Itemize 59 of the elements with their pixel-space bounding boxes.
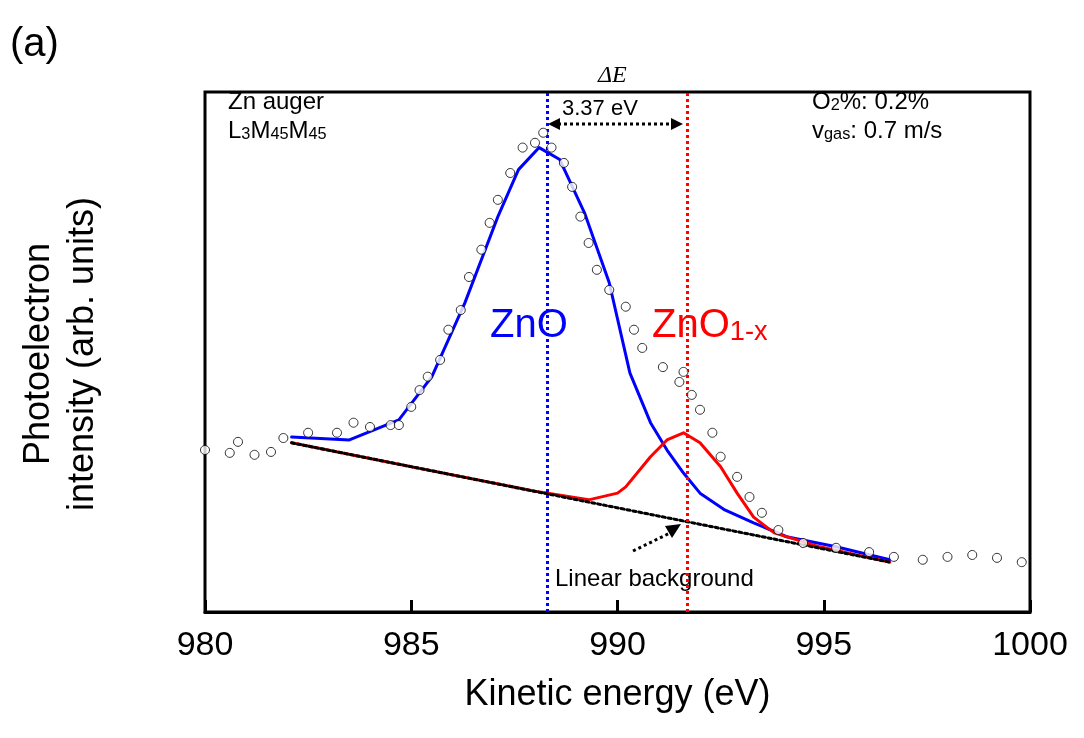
point [266, 446, 276, 457]
point [476, 244, 487, 255]
point [505, 168, 516, 178]
point [917, 554, 928, 565]
point [864, 547, 875, 558]
x-tick-label: 980 [176, 624, 234, 662]
point [538, 127, 549, 138]
point [558, 157, 569, 168]
point [992, 552, 1002, 563]
point [422, 371, 433, 382]
point [798, 537, 809, 548]
point [831, 542, 842, 553]
point [1016, 557, 1027, 568]
x-tick-label: 1000 [992, 624, 1068, 662]
point [888, 551, 899, 562]
series-label: ZnO [490, 301, 568, 345]
point [517, 142, 528, 153]
point [393, 420, 404, 431]
point [620, 301, 631, 312]
point [224, 447, 235, 458]
point [773, 525, 784, 536]
point [575, 211, 586, 222]
x-tick-label: 995 [795, 624, 853, 662]
point [604, 284, 615, 295]
x-tick-label: 985 [382, 624, 440, 662]
point [464, 272, 474, 282]
annotation: Linear background [555, 563, 754, 591]
annotation: L3M45M45 [228, 115, 327, 143]
point [385, 420, 396, 431]
point [200, 445, 210, 456]
point [365, 422, 375, 432]
annotation: vgas: 0.7 m/s [812, 115, 943, 143]
point [348, 417, 359, 428]
point [546, 142, 557, 153]
point [455, 305, 466, 316]
point [249, 449, 260, 460]
point [686, 389, 697, 400]
point [756, 507, 767, 518]
point [591, 264, 602, 275]
y-axis-title: Photoelectron intensity (arb. units) [15, 196, 101, 512]
point [530, 137, 540, 148]
point [732, 471, 743, 482]
point [567, 181, 578, 192]
point [406, 401, 417, 412]
point [657, 362, 668, 373]
text: ZnO1-x [652, 301, 768, 346]
text: (a) [10, 20, 59, 64]
point [414, 385, 425, 396]
point [707, 427, 718, 438]
point [435, 354, 446, 365]
x-axis-title: Kinetic energy (eV) [464, 671, 771, 713]
text: ΔE [597, 61, 628, 87]
point [233, 436, 243, 447]
text: 3.37 eV [562, 94, 639, 120]
point [492, 194, 503, 205]
point [303, 427, 314, 438]
x-tick-label: 990 [589, 624, 646, 662]
point [715, 451, 726, 462]
point [443, 324, 454, 335]
